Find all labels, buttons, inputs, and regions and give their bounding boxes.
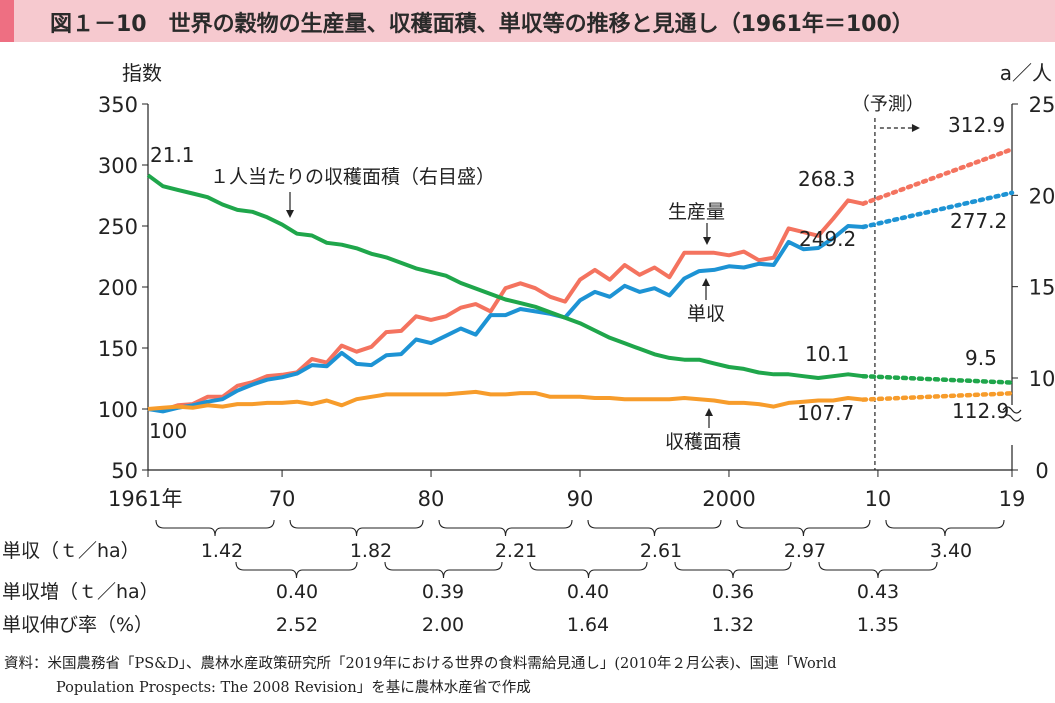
series-line-0	[147, 198, 864, 413]
label-yield-2019: 277.2	[950, 209, 1007, 233]
right-tick-label: 25	[1029, 93, 1055, 117]
series-forecast-3	[860, 373, 1015, 385]
label-start-area-per-capita: 21.1	[150, 143, 195, 167]
series-forecast-2	[860, 391, 1015, 402]
yield-bracket	[674, 561, 792, 579]
yield-bracket	[384, 561, 503, 579]
label-production-2019: 312.9	[948, 113, 1005, 137]
growth-value: 1.64	[567, 614, 609, 636]
left-tick-label: 50	[111, 459, 138, 483]
source-line-1: 資料：米国農務省「PS&D」、農林水産政策研究所「2019年における世界の食料需…	[4, 656, 837, 672]
label-area-2009: 107.7	[797, 401, 854, 425]
decade-bracket	[736, 519, 871, 537]
title-bar: 図１－10 世界の穀物の生産量、収穫面積、単収等の推移と見通し（1961年＝10…	[0, 0, 1055, 42]
increase-value: 0.39	[422, 581, 464, 603]
series-forecast-1	[860, 190, 1015, 230]
x-tick-label: 90	[567, 487, 594, 511]
left-tick-label: 150	[98, 337, 138, 361]
row-label-growth: 単収伸び率（%）	[2, 614, 153, 636]
arrowhead-yield	[702, 278, 710, 286]
growth-value: 1.32	[712, 614, 754, 636]
decade-bracket	[155, 519, 275, 537]
x-tick-label: 70	[269, 487, 296, 511]
right-axis-title: a／人	[1000, 61, 1052, 85]
series-forecast-0	[860, 147, 1015, 206]
arrowhead-production	[703, 237, 711, 245]
x-tick-label: 80	[418, 487, 445, 511]
increase-value: 0.36	[712, 581, 754, 603]
x-tick-label: 2000	[702, 487, 755, 511]
yield-value: 1.82	[350, 540, 392, 562]
decade-bracket	[289, 519, 424, 537]
x-tick-label: 1961年	[108, 487, 182, 511]
forecast-label: （予測）	[852, 94, 924, 115]
left-tick-label: 300	[98, 154, 138, 178]
yield-bracket	[235, 561, 358, 579]
growth-value: 2.00	[422, 614, 464, 636]
label-area-per-capita-2009: 10.1	[805, 342, 850, 366]
label-start-index: 100	[149, 419, 187, 443]
yield-table: 単収（ｔ／ha） 単収増（ｔ／ha） 単収伸び率（%） 1.42 1.82 2.21 2.6…	[2, 519, 1005, 636]
series-line-1	[147, 224, 864, 414]
series-lines	[146, 147, 1015, 414]
right-tick-label: 0	[1035, 459, 1048, 483]
increase-value: 0.43	[857, 581, 899, 603]
source-line-2: Population Prospects: The 2008 Revision」…	[56, 680, 531, 696]
label-yield-name: 単収	[687, 303, 725, 325]
chart-title: 図１－10 世界の穀物の生産量、収穫面積、単収等の推移と見通し（1961年＝10…	[50, 12, 914, 37]
yield-value: 2.97	[784, 540, 826, 562]
yield-value: 1.42	[201, 540, 243, 562]
left-tick-label: 250	[98, 215, 138, 239]
right-tick-label: 20	[1029, 184, 1055, 208]
arrowhead-area	[705, 408, 713, 416]
growth-value: 2.52	[276, 614, 318, 636]
left-axis-title: 指数	[122, 61, 162, 85]
label-area-per-capita-2019: 9.5	[965, 346, 997, 370]
title-accent	[0, 0, 14, 42]
increase-value: 0.40	[276, 581, 318, 603]
series-line-2	[147, 389, 864, 411]
decade-bracket	[885, 519, 1005, 537]
yield-bracket	[818, 561, 938, 579]
decade-bracket	[587, 519, 722, 537]
forecast-arrow-head	[911, 124, 920, 132]
left-tick-label: 200	[98, 276, 138, 300]
label-production-name: 生産量	[668, 201, 725, 223]
right-tick-label: 10	[1029, 367, 1055, 391]
axis-break-mark	[1002, 406, 1022, 422]
arrowhead-area-per-capita	[286, 210, 294, 218]
growth-value: 1.35	[857, 614, 899, 636]
increase-value: 0.40	[567, 581, 609, 603]
chart-labels: 21.1 100 １人当たりの収穫面積（右目盛） 268.3 生産量 249.2 単収 10.…	[149, 113, 1009, 453]
row-label-yield: 単収（ｔ／ha）	[2, 540, 140, 562]
left-tick-label: 100	[98, 398, 138, 422]
yield-value: 3.40	[930, 540, 972, 562]
yield-value: 2.21	[495, 540, 537, 562]
left-tick-label: 350	[98, 93, 138, 117]
label-area-2019: 112.9	[952, 399, 1009, 423]
label-yield-2009: 249.2	[799, 227, 856, 251]
label-production-2009: 268.3	[798, 167, 855, 191]
yield-bracket	[529, 561, 648, 579]
series-line-3	[146, 173, 864, 380]
label-area-per-capita-name: １人当たりの収穫面積（右目盛）	[210, 166, 495, 188]
decade-bracket	[438, 519, 573, 537]
yield-value: 2.61	[640, 540, 682, 562]
x-tick-label: 19	[999, 487, 1026, 511]
right-tick-label: 15	[1029, 276, 1055, 300]
row-label-increase: 単収増（ｔ／ha）	[2, 581, 159, 603]
label-area-name: 収穫面積	[665, 431, 741, 453]
x-tick-label: 10	[865, 487, 892, 511]
source-note: 資料：米国農務省「PS&D」、農林水産政策研究所「2019年における世界の食料需…	[4, 652, 1049, 700]
